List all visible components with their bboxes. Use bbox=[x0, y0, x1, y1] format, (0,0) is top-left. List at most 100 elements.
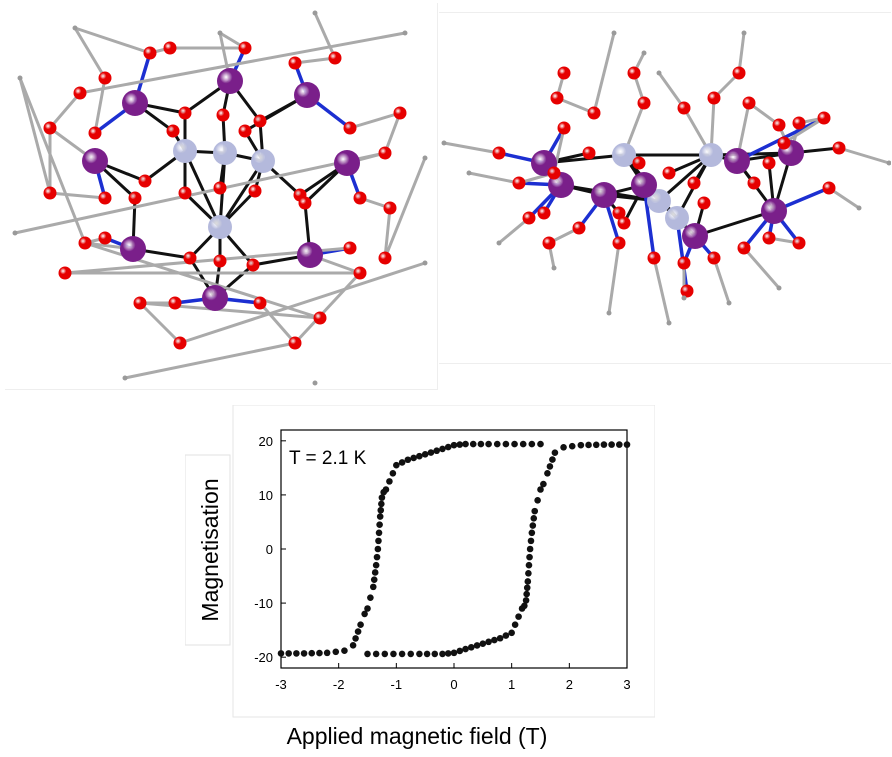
data-point bbox=[372, 561, 380, 569]
data-point bbox=[485, 440, 492, 448]
oxygen-atom bbox=[213, 181, 227, 195]
molecule-structure-top-view bbox=[5, 3, 438, 390]
data-point bbox=[525, 561, 533, 569]
oxygen-atom bbox=[772, 118, 786, 132]
data-point bbox=[433, 447, 440, 455]
data-point bbox=[526, 553, 533, 561]
data-point bbox=[332, 648, 340, 656]
oxygen-atom bbox=[173, 336, 187, 350]
oxygen-atom bbox=[822, 181, 836, 195]
terminal-atom bbox=[441, 140, 447, 146]
oxygen-atom bbox=[168, 296, 182, 310]
bond bbox=[93, 76, 107, 135]
metal-atom-outer bbox=[591, 182, 617, 208]
data-point bbox=[450, 441, 458, 449]
oxygen-atom bbox=[88, 126, 102, 140]
bond bbox=[73, 26, 152, 55]
metal-atom-outer bbox=[82, 148, 108, 174]
oxygen-atom bbox=[677, 101, 691, 115]
terminal-atom bbox=[312, 10, 318, 16]
terminal-atom bbox=[312, 380, 318, 386]
bond bbox=[383, 156, 427, 260]
data-point bbox=[410, 454, 417, 462]
oxygen-atom bbox=[550, 91, 564, 105]
oxygen-atom bbox=[216, 108, 230, 122]
terminal-atom bbox=[741, 30, 747, 36]
data-point bbox=[382, 486, 390, 493]
metal-atom-central bbox=[208, 215, 232, 239]
bond bbox=[73, 26, 107, 80]
oxygen-atom bbox=[98, 231, 112, 245]
metal-atom-outer bbox=[202, 285, 228, 311]
metal-atom-central bbox=[612, 143, 636, 167]
data-point bbox=[526, 545, 534, 553]
terminal-atom bbox=[886, 160, 892, 166]
plot-area bbox=[280, 429, 628, 669]
metal-atom-central bbox=[699, 143, 723, 167]
oxygen-atom bbox=[677, 256, 691, 270]
bond bbox=[497, 216, 531, 245]
data-point bbox=[381, 650, 389, 658]
terminal-atom bbox=[681, 295, 687, 301]
oxygen-atom bbox=[747, 176, 761, 190]
x-tick-label: -1 bbox=[391, 677, 403, 692]
metal-atom-outer bbox=[761, 198, 787, 224]
data-point bbox=[473, 642, 481, 649]
molecule-top-view-svg bbox=[12, 10, 428, 386]
oxygen-atom bbox=[707, 251, 721, 265]
oxygen-atom bbox=[313, 311, 327, 325]
metal-atom-outer bbox=[682, 223, 708, 249]
bond bbox=[13, 151, 387, 235]
terminal-atom bbox=[666, 320, 672, 326]
data-point bbox=[386, 478, 393, 485]
metal-atom-outer bbox=[120, 236, 146, 262]
terminal-atom bbox=[402, 30, 408, 36]
x-tick-label: 3 bbox=[623, 677, 630, 692]
data-point bbox=[456, 647, 464, 655]
data-point bbox=[377, 506, 385, 514]
data-point bbox=[456, 441, 464, 448]
data-point bbox=[407, 650, 415, 658]
terminal-atom bbox=[422, 260, 428, 266]
data-point bbox=[277, 650, 285, 657]
x-tick-label: -2 bbox=[333, 677, 345, 692]
oxygen-atom bbox=[512, 176, 526, 190]
data-point bbox=[308, 649, 316, 657]
bond bbox=[313, 11, 337, 60]
oxygen-atom bbox=[163, 41, 177, 55]
x-tick-label: 0 bbox=[450, 677, 457, 692]
bond bbox=[467, 171, 521, 185]
oxygen-atom bbox=[557, 66, 571, 80]
oxygen-atom bbox=[647, 251, 661, 265]
oxygen-atom bbox=[792, 116, 806, 130]
terminal-atom bbox=[496, 240, 502, 246]
bond bbox=[18, 76, 52, 195]
bond bbox=[78, 31, 407, 95]
oxygen-atom bbox=[817, 111, 831, 125]
data-point bbox=[376, 513, 384, 520]
y-axis-label: Magnetisation bbox=[197, 478, 223, 621]
data-point bbox=[502, 440, 510, 448]
data-point bbox=[518, 605, 526, 612]
terminal-atom bbox=[422, 155, 428, 161]
data-point bbox=[544, 469, 551, 477]
oxygen-atom bbox=[697, 196, 711, 210]
bond bbox=[258, 301, 297, 345]
data-point bbox=[375, 537, 382, 545]
data-point bbox=[616, 441, 623, 448]
data-point bbox=[623, 441, 631, 448]
data-point bbox=[427, 449, 435, 456]
data-point bbox=[537, 440, 544, 448]
data-point bbox=[585, 441, 592, 449]
oxygen-atom bbox=[128, 191, 142, 205]
oxygen-atom bbox=[178, 106, 192, 120]
data-point bbox=[477, 440, 485, 448]
data-point bbox=[534, 497, 541, 504]
data-point bbox=[371, 569, 379, 576]
oxygen-atom bbox=[353, 191, 367, 205]
oxygen-atom bbox=[73, 86, 87, 100]
oxygen-atom bbox=[246, 258, 260, 272]
data-point bbox=[462, 440, 469, 448]
data-point bbox=[450, 649, 458, 657]
data-point bbox=[404, 456, 412, 464]
